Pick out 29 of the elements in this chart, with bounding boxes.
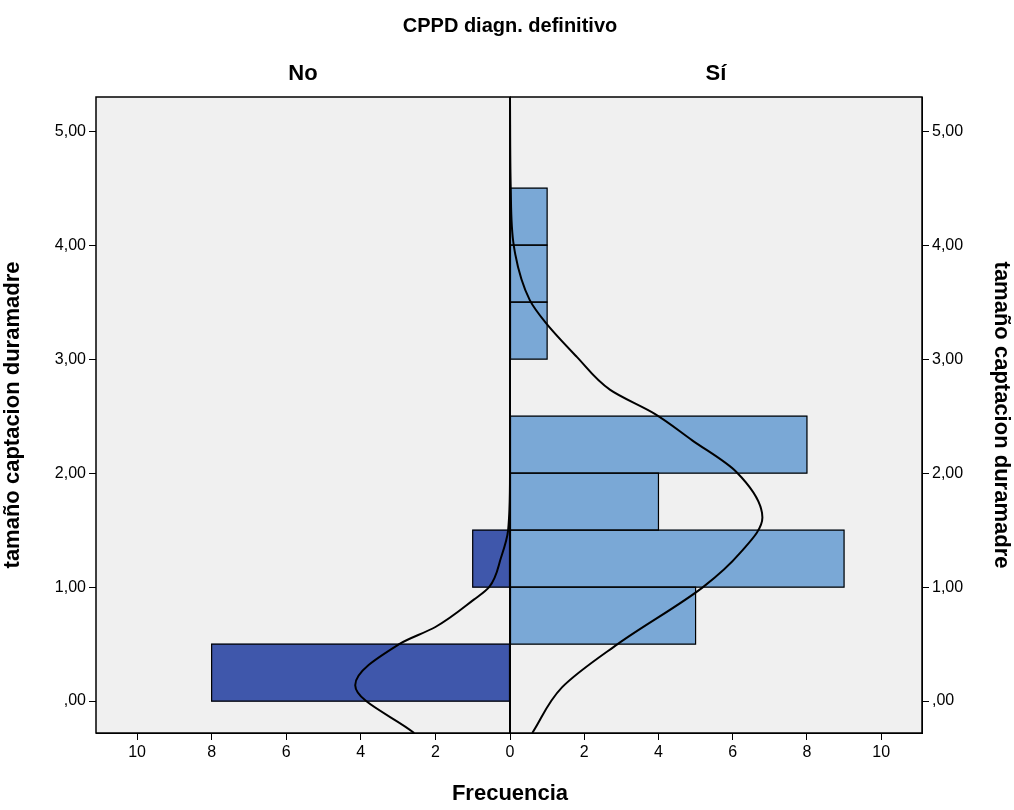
x-tick-label: 8 [802, 743, 812, 761]
x-axis-title: Frecuencia [450, 780, 570, 806]
y-tick-label: 1,00 [54, 577, 87, 595]
x-tick-label: 0 [505, 743, 515, 761]
y-tick-label: 2,00 [54, 463, 87, 481]
x-tick-label: 10 [128, 743, 147, 761]
x-tick-label: 2 [579, 743, 589, 761]
y-tick-label: ,00 [932, 691, 955, 709]
x-tick-label: 6 [281, 743, 291, 761]
y-tick-label: 5,00 [54, 121, 87, 139]
x-tick-label: 6 [728, 743, 738, 761]
y-tick-label: 3,00 [54, 349, 87, 367]
y-tick-label: 5,00 [932, 121, 964, 139]
x-tick-label: 10 [872, 743, 891, 761]
chart-subtitle: No [287, 60, 319, 86]
chart-subtitle: Sí [704, 60, 728, 86]
y-tick-label: 4,00 [54, 235, 87, 253]
x-tick-label: 2 [430, 743, 440, 761]
x-tick-label: 4 [654, 743, 664, 761]
x-tick-label: 8 [207, 743, 217, 761]
y-tick-label: 3,00 [932, 349, 964, 367]
y-tick-label: 2,00 [932, 463, 964, 481]
y-axis-title: tamaño captacion duramadre [0, 261, 25, 569]
chart-title: CPPD diagn. definitivo [401, 14, 619, 37]
x-tick-label: 4 [356, 743, 366, 761]
y-tick-label: ,00 [63, 691, 87, 709]
y-tick-label: 1,00 [932, 577, 964, 595]
y-tick-label: 4,00 [932, 235, 964, 253]
y-axis-title: tamaño captacion duramadre [989, 261, 1014, 569]
